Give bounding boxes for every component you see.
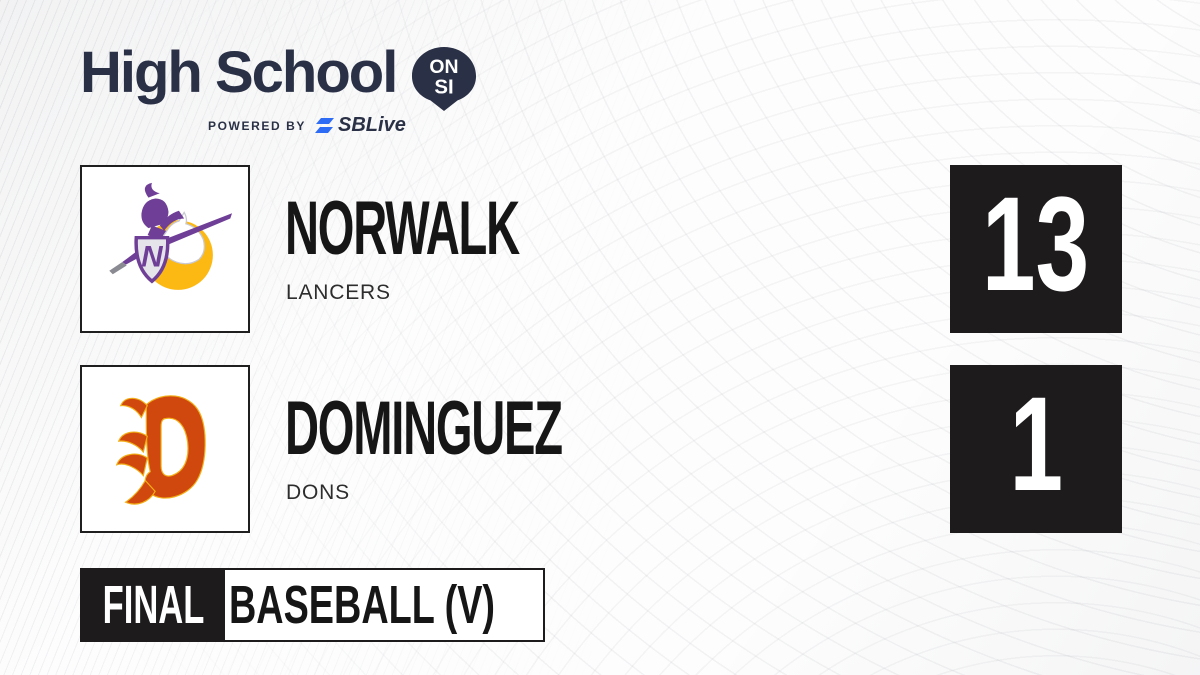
sport-label-text: BASEBALL (V)	[229, 575, 496, 635]
team-name-dominguez: DOMINGUEZ	[285, 386, 563, 471]
pin-text-on: ON	[430, 56, 459, 78]
on-si-pin-icon: ON SI	[412, 46, 477, 112]
norwalk-shield-letter: N	[141, 240, 163, 273]
team-row-dominguez: DOMINGUEZ DONS 1	[80, 365, 1122, 533]
sport-label: BASEBALL (V)	[225, 570, 609, 640]
team-mascot-norwalk: LANCERS	[286, 281, 391, 304]
norwalk-score-box: 13	[950, 165, 1122, 333]
powered-by-label: POWERED BY	[208, 118, 307, 133]
team-mascot-dominguez: DONS	[286, 481, 350, 504]
brand-wordmark: High School	[80, 40, 398, 105]
team-name-norwalk: NORWALK	[285, 186, 520, 271]
sblive-wordmark: SBLive	[338, 114, 406, 136]
powered-by-row: POWERED BY SBLive	[208, 114, 479, 137]
game-status-text: FINAL	[102, 575, 205, 635]
status-bar: FINAL BASEBALL (V)	[80, 568, 545, 642]
norwalk-score: 13	[982, 170, 1090, 319]
game-status-badge: FINAL	[82, 570, 225, 640]
header: High School ON SI POWERED BY SBLive	[80, 38, 479, 137]
dominguez-score-box: 1	[950, 365, 1122, 533]
team-row-norwalk: N NORWALK LANCERS 13	[80, 165, 1122, 333]
sblive-icon	[315, 118, 335, 133]
dominguez-score: 1	[1009, 370, 1063, 519]
dominguez-dons-logo	[115, 395, 206, 505]
sblive-lockup: SBLive	[315, 114, 406, 137]
norwalk-lancers-logo: N	[109, 182, 233, 290]
brand-row: High School ON SI	[80, 38, 479, 112]
pin-text-si: SI	[435, 77, 454, 99]
dominguez-logo-box	[80, 365, 250, 533]
norwalk-logo-box: N	[80, 165, 250, 333]
